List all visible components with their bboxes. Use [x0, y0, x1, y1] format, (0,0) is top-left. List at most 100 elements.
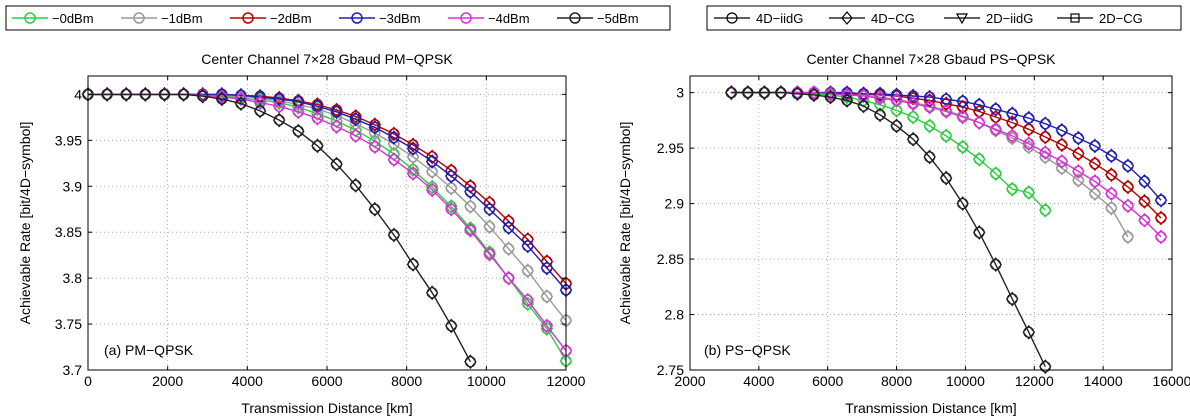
data-point-diamond [425, 164, 439, 179]
legend-entry-0dbm-dbm: −0dBm [12, 11, 94, 26]
data-point-diamond [725, 85, 738, 101]
data-point-diamond [1005, 291, 1019, 307]
circle-marker-icon [726, 12, 738, 24]
y-tick-label: 2.85 [657, 251, 684, 267]
data-point-diamond [1138, 212, 1151, 228]
data-point-diamond [406, 162, 420, 178]
data-point-diamond [483, 219, 496, 235]
series-line [731, 91, 1046, 368]
data-point-diamond [923, 149, 936, 165]
data-point-diamond [923, 118, 936, 134]
data-point-diamond [1072, 130, 1085, 146]
data-point-diamond [292, 104, 305, 120]
data-point-diamond [540, 289, 554, 304]
data-point-diamond [1005, 106, 1019, 122]
x-tick-label: 8000 [391, 373, 422, 389]
data-point-diamond [1005, 181, 1019, 197]
data-point-diamond [521, 263, 535, 279]
data-point-diamond [1022, 139, 1036, 155]
chart-a-ylabel: Achievable Rate [bit/4D−symbol] [17, 122, 33, 325]
chart-b-annotation: (b) PS−QPSK [704, 342, 791, 358]
data-point-diamond [1022, 110, 1036, 126]
data-point-diamond [972, 151, 986, 167]
data-point-diamond [100, 86, 114, 102]
series-0dbm-dbm [81, 86, 573, 369]
data-point-diamond [406, 149, 420, 165]
data-point-diamond [939, 170, 953, 186]
x-tick-label: 8000 [881, 373, 912, 389]
chart-b-frame [689, 75, 1173, 371]
data-point-diamond [873, 86, 887, 102]
y-tick-label: 2.8 [665, 307, 685, 323]
data-point-diamond [521, 292, 535, 308]
data-point-diamond [1154, 192, 1168, 208]
data-point-diamond [502, 241, 515, 257]
data-point-diamond [956, 94, 969, 109]
data-point-diamond [939, 104, 953, 119]
data-point-diamond [923, 99, 936, 115]
data-point-diamond [824, 86, 837, 102]
data-point-diamond [292, 123, 305, 139]
data-point-diamond [349, 108, 362, 124]
data-point-diamond [1154, 210, 1168, 226]
data-point-diamond [1088, 138, 1102, 154]
legend-entry-4d-cg: 4D−CG [829, 11, 915, 26]
x-tick-label: 2000 [152, 373, 183, 389]
data-point-diamond [972, 115, 986, 131]
data-point-diamond [1088, 173, 1102, 189]
data-point-diamond [425, 182, 439, 198]
data-point-diamond [1154, 229, 1168, 245]
y-tick-label: 2.9 [665, 196, 685, 212]
legend-label: −4dBm [488, 11, 530, 26]
legend-entry-5dbm-dbm: −5dBm [557, 11, 639, 26]
data-point-diamond [387, 126, 401, 142]
data-point-diamond [1105, 167, 1118, 183]
y-tick-label: 3.9 [63, 178, 83, 194]
data-point-diamond [444, 199, 458, 214]
data-point-diamond [890, 88, 903, 104]
data-point-diamond [540, 260, 554, 276]
data-point-diamond [177, 86, 190, 102]
data-point-diamond [840, 92, 854, 108]
data-point-diamond [483, 201, 496, 217]
data-point-diamond [1138, 173, 1151, 189]
series-1dbm-dbm [725, 85, 1135, 245]
square-marker-icon [1070, 13, 1080, 23]
legend-entry-4d-iidg: 4D−iidG [714, 11, 803, 26]
x-tick-label: 10000 [946, 373, 985, 389]
x-tick-label: 4000 [743, 373, 774, 389]
data-point-diamond [540, 318, 554, 334]
data-point-diamond [253, 95, 267, 111]
data-point-diamond [1088, 156, 1102, 172]
data-point-diamond [311, 138, 324, 154]
legend-circle-marker [242, 12, 254, 24]
data-point-diamond [873, 97, 887, 113]
data-point-diamond [234, 87, 248, 103]
data-point-diamond [540, 321, 554, 337]
data-point-diamond [791, 86, 804, 102]
data-point-diamond [1005, 128, 1019, 144]
data-point-diamond [387, 146, 401, 162]
data-point-diamond [906, 131, 920, 147]
data-point-diamond [824, 89, 837, 105]
chart-ps-qpsk: Center Channel 7×28 Gbaud PS−QPSK 2000 40… [617, 51, 1190, 416]
y-tick-label: 3.7 [63, 362, 83, 378]
legend-circle-marker [351, 12, 363, 24]
data-point-diamond [989, 121, 1003, 137]
chart-a-title: Center Channel 7×28 Gbaud PM−QPSK [201, 51, 453, 67]
data-point-diamond [349, 177, 362, 193]
data-point-diamond [368, 201, 382, 217]
data-point-diamond [1072, 146, 1085, 162]
data-point-diamond [349, 122, 362, 138]
series-4dbm-dbm [725, 85, 1168, 245]
data-point-diamond [956, 196, 969, 212]
data-point-diamond [330, 104, 343, 120]
data-point-diamond [857, 98, 870, 114]
y-tick-label: 3.75 [55, 316, 82, 332]
x-tick-label: 0 [84, 373, 92, 389]
data-point-diamond [1121, 198, 1135, 214]
series-2dbm-dbm [81, 86, 573, 292]
legend-entry-1dbm-dbm: −1dBm [121, 11, 203, 26]
data-point-diamond [873, 90, 887, 106]
